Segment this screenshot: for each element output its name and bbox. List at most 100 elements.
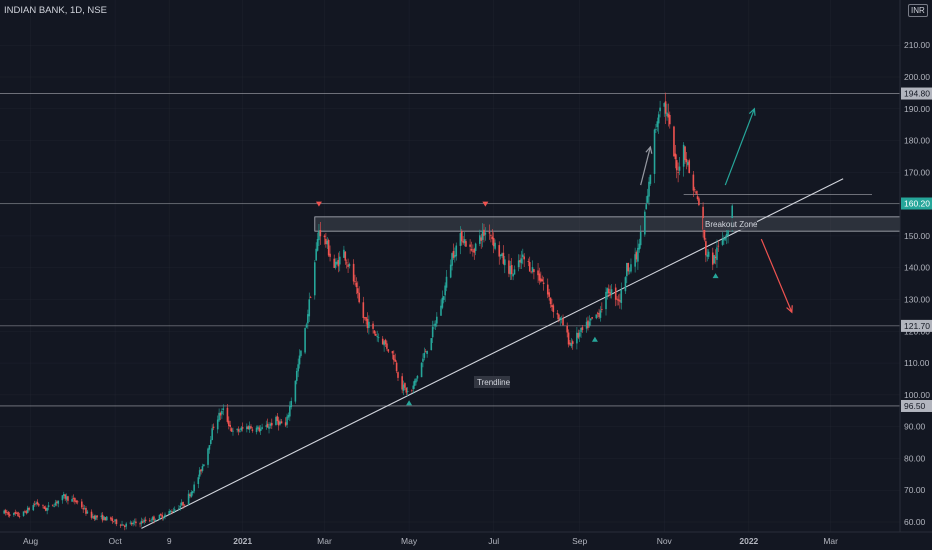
y-tick-label: 150.00 xyxy=(904,231,930,241)
candle-body xyxy=(385,340,387,345)
candle-body xyxy=(247,426,249,429)
candle-body xyxy=(415,378,417,382)
candle-body xyxy=(193,484,195,491)
candle-body xyxy=(295,381,297,402)
y-tick-label: 90.00 xyxy=(904,422,926,432)
candle-body xyxy=(145,520,147,521)
candle-body xyxy=(314,262,316,295)
candle-body xyxy=(523,257,525,260)
candle-body xyxy=(227,408,229,422)
candle-body xyxy=(77,501,79,502)
candle-body xyxy=(161,515,163,518)
candle-body xyxy=(82,508,84,509)
candle-body xyxy=(568,332,570,344)
candle-body xyxy=(529,262,531,271)
candle-body xyxy=(589,322,591,327)
candle-body xyxy=(411,390,413,391)
trendline-label: Trendline xyxy=(477,378,511,387)
candle-body xyxy=(519,260,521,262)
candle-body xyxy=(48,505,50,507)
candle-body xyxy=(277,416,279,421)
candle-body xyxy=(521,258,523,263)
candle-body xyxy=(485,233,487,235)
candle-body xyxy=(67,496,69,501)
candle-body xyxy=(518,260,520,267)
candle-body xyxy=(96,515,98,517)
candle-body xyxy=(618,299,620,300)
candle-body xyxy=(232,431,234,432)
candle-body xyxy=(28,508,30,510)
candle-body xyxy=(153,516,155,520)
candle-body xyxy=(572,341,574,344)
candle-body xyxy=(461,231,463,241)
candle-body xyxy=(93,516,95,519)
candle-body xyxy=(178,508,180,509)
candle-body xyxy=(102,515,104,521)
candle-body xyxy=(426,351,428,354)
candle-body xyxy=(684,147,686,161)
candle-body xyxy=(436,317,438,324)
candle-body xyxy=(286,417,288,425)
candle-body xyxy=(256,428,258,432)
candle-body xyxy=(637,248,639,262)
candle-body xyxy=(5,510,7,513)
candle-body xyxy=(512,274,514,277)
candle-body xyxy=(168,511,170,514)
y-tick-label: 140.00 xyxy=(904,263,930,273)
candle-body xyxy=(297,364,299,371)
y-tick-label: 60.00 xyxy=(904,517,926,527)
candle-body xyxy=(267,424,269,428)
candle-body xyxy=(150,521,152,522)
candle-body xyxy=(281,421,283,423)
candle-body xyxy=(396,363,398,371)
candle-body xyxy=(95,516,97,520)
candle-body xyxy=(103,516,105,520)
candle-body xyxy=(135,522,137,524)
candle-body xyxy=(697,196,699,199)
candle-body xyxy=(673,127,675,157)
price-label-text: 194.80 xyxy=(904,89,930,99)
candle-body xyxy=(392,351,394,353)
candle-body xyxy=(634,254,636,266)
candle-body xyxy=(676,160,678,170)
candle-body xyxy=(268,426,270,428)
candle-body xyxy=(271,423,273,426)
candle-body xyxy=(367,319,369,328)
candle-body xyxy=(514,269,516,274)
candle-body xyxy=(616,299,618,300)
candle-body xyxy=(265,425,267,427)
candle-body xyxy=(339,257,341,265)
candle-body xyxy=(498,245,500,256)
candle-body xyxy=(386,343,388,348)
candle-body xyxy=(299,356,301,365)
candle-body xyxy=(387,349,389,351)
candle-body xyxy=(141,521,143,524)
candle-body xyxy=(113,521,115,522)
candle-body xyxy=(490,235,492,236)
x-tick-label: Mar xyxy=(317,536,332,546)
candle-body xyxy=(548,292,550,297)
candle-body xyxy=(84,508,86,509)
candle-body xyxy=(358,293,360,302)
candle-body xyxy=(422,359,424,362)
candle-body xyxy=(383,341,385,345)
candle-body xyxy=(335,262,337,268)
candle-body xyxy=(228,421,230,426)
y-tick-label: 70.00 xyxy=(904,485,926,495)
candle-body xyxy=(712,253,714,265)
candle-body xyxy=(124,526,126,527)
currency-badge[interactable]: INR xyxy=(908,4,928,17)
candle-body xyxy=(231,428,233,431)
candle-body xyxy=(626,263,628,276)
candle-body xyxy=(368,322,370,328)
candle-body xyxy=(596,314,598,318)
candle-body xyxy=(63,494,65,496)
candle-body xyxy=(713,255,715,263)
candle-body xyxy=(407,391,409,392)
candle-body xyxy=(132,523,134,525)
candle-body xyxy=(600,310,602,317)
candle-body xyxy=(460,233,462,246)
candle-body xyxy=(318,231,320,240)
